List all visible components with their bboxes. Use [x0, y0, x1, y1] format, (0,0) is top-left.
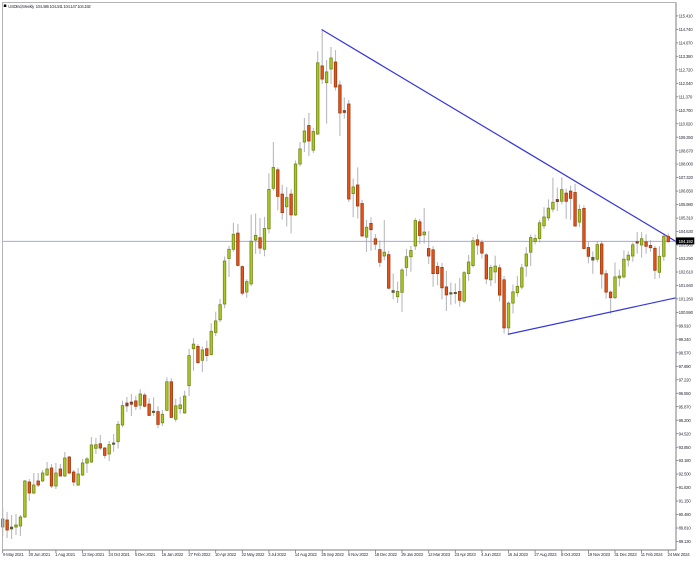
svg-text:24 Oct 2021: 24 Oct 2021	[108, 552, 130, 557]
svg-text:97.220: 97.220	[679, 377, 692, 382]
svg-text:4 Jun 2023: 4 Jun 2023	[481, 552, 501, 557]
svg-text:110.020: 110.020	[679, 121, 694, 126]
svg-text:115.410: 115.410	[679, 14, 694, 19]
svg-text:99.910: 99.910	[679, 324, 692, 329]
svg-text:104.630: 104.630	[679, 229, 694, 234]
svg-text:6 Nov 2022: 6 Nov 2022	[348, 552, 369, 557]
svg-text:111.370: 111.370	[679, 94, 693, 99]
svg-text:12 Sep 2021: 12 Sep 2021	[82, 552, 105, 557]
svg-text:94.520: 94.520	[679, 431, 692, 436]
svg-text:25 Sep 2022: 25 Sep 2022	[321, 552, 344, 557]
svg-text:101.940: 101.940	[679, 283, 694, 288]
svg-text:108.000: 108.000	[679, 162, 694, 167]
svg-text:112.720: 112.720	[679, 67, 694, 72]
svg-text:113.390: 113.390	[679, 54, 694, 59]
svg-text:102.610: 102.610	[679, 270, 694, 275]
svg-text:16 Jan 2022: 16 Jan 2022	[162, 552, 184, 557]
svg-text:18 Dec 2022: 18 Dec 2022	[375, 552, 398, 557]
svg-text:9 May 2021: 9 May 2021	[3, 552, 24, 557]
svg-text:16 Jul 2023: 16 Jul 2023	[508, 552, 529, 557]
svg-text:31 Dec 2023: 31 Dec 2023	[614, 552, 637, 557]
svg-text:1 Aug 2021: 1 Aug 2021	[55, 552, 76, 557]
svg-text:27 Feb 2022: 27 Feb 2022	[188, 552, 211, 557]
svg-text:95.200: 95.200	[679, 418, 692, 423]
svg-text:89.130: 89.130	[679, 539, 692, 544]
svg-text:112.040: 112.040	[679, 81, 694, 86]
svg-text:27 Aug 2023: 27 Aug 2023	[534, 552, 557, 557]
svg-text:103.960: 103.960	[679, 243, 694, 248]
svg-text:3 Jul 2022: 3 Jul 2022	[268, 552, 287, 557]
svg-text:107.320: 107.320	[679, 175, 694, 180]
svg-text:114.070: 114.070	[679, 41, 694, 46]
svg-text:24 Mar 2024: 24 Mar 2024	[668, 552, 691, 557]
svg-text:29 Jan 2023: 29 Jan 2023	[401, 552, 423, 557]
svg-text:105.980: 105.980	[679, 202, 694, 207]
svg-text:20 Jun 2021: 20 Jun 2021	[29, 552, 51, 557]
svg-text:11 Feb 2024: 11 Feb 2024	[641, 552, 663, 557]
svg-text:108.670: 108.670	[679, 148, 694, 153]
svg-text:90.480: 90.480	[679, 512, 692, 517]
svg-text:5 Dec 2021: 5 Dec 2021	[135, 552, 156, 557]
svg-text:106.650: 106.650	[679, 189, 694, 194]
svg-text:93.850: 93.850	[679, 445, 692, 450]
svg-text:23 Apr 2023: 23 Apr 2023	[455, 552, 477, 557]
svg-text:109.350: 109.350	[679, 135, 694, 140]
svg-text:USDInd,Weekly 104.486 104.341: USDInd,Weekly 104.486 104.341 104.147 10…	[8, 4, 91, 9]
svg-text:92.500: 92.500	[679, 472, 692, 477]
svg-text:98.570: 98.570	[679, 350, 692, 355]
svg-text:22 May 2022: 22 May 2022	[242, 552, 266, 557]
svg-text:89.810: 89.810	[679, 526, 692, 531]
svg-text:12 Mar 2023: 12 Mar 2023	[428, 552, 451, 557]
svg-text:97.890: 97.890	[679, 364, 692, 369]
svg-text:104.192: 104.192	[679, 239, 694, 244]
svg-text:93.180: 93.180	[679, 458, 692, 463]
svg-text:10 Apr 2022: 10 Apr 2022	[215, 552, 237, 557]
svg-text:100.590: 100.590	[679, 310, 694, 315]
svg-text:101.260: 101.260	[679, 297, 694, 302]
svg-text:8 Oct 2023: 8 Oct 2023	[561, 552, 581, 557]
svg-text:105.310: 105.310	[679, 216, 694, 221]
svg-text:14 Aug 2022: 14 Aug 2022	[295, 552, 318, 557]
svg-text:95.870: 95.870	[679, 404, 692, 409]
svg-text:91.830: 91.830	[679, 485, 692, 490]
svg-text:99.240: 99.240	[679, 337, 692, 342]
svg-text:110.700: 110.700	[679, 108, 694, 113]
svg-text:96.550: 96.550	[679, 391, 692, 396]
svg-text:19 Nov 2023: 19 Nov 2023	[588, 552, 611, 557]
svg-text:103.290: 103.290	[679, 256, 694, 261]
svg-text:114.740: 114.740	[679, 27, 694, 32]
svg-text:91.150: 91.150	[679, 499, 692, 504]
